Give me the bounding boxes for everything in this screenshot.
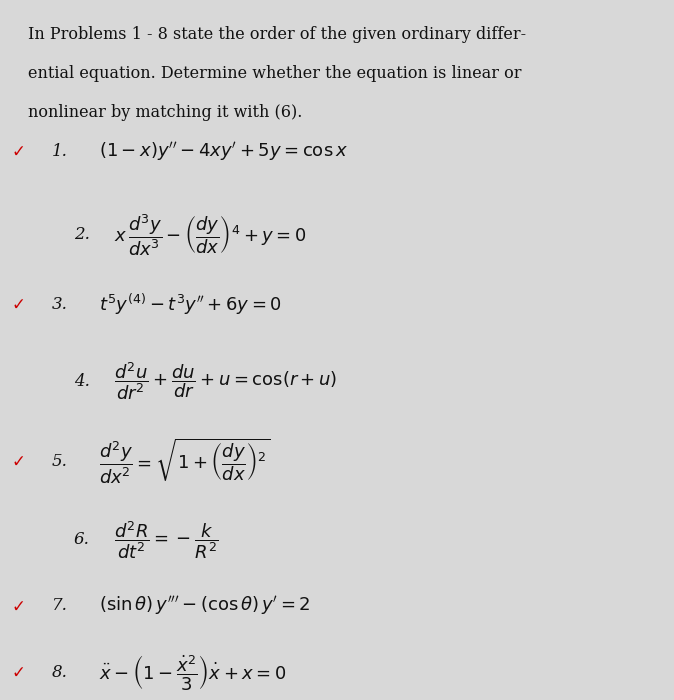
Text: $\checkmark$: $\checkmark$ bbox=[11, 143, 24, 160]
Text: $(1 - x)y'' - 4xy' + 5y = \cos x$: $(1 - x)y'' - 4xy' + 5y = \cos x$ bbox=[98, 140, 348, 163]
Text: $\dfrac{d^2R}{dt^2} = -\dfrac{k}{R^2}$: $\dfrac{d^2R}{dt^2} = -\dfrac{k}{R^2}$ bbox=[114, 519, 218, 561]
Text: $\dfrac{d^2u}{dr^2} + \dfrac{du}{dr} + u = \cos(r + u)$: $\dfrac{d^2u}{dr^2} + \dfrac{du}{dr} + u… bbox=[114, 360, 338, 402]
Text: 8.: 8. bbox=[52, 664, 67, 680]
Text: nonlinear by matching it with (6).: nonlinear by matching it with (6). bbox=[28, 104, 303, 121]
Text: $\checkmark$: $\checkmark$ bbox=[11, 597, 24, 615]
Text: 5.: 5. bbox=[52, 453, 67, 470]
Text: $\checkmark$: $\checkmark$ bbox=[11, 664, 24, 680]
Text: 2.: 2. bbox=[74, 227, 90, 244]
Text: $(\sin\theta)\,y''' - (\cos\theta)\,y' = 2$: $(\sin\theta)\,y''' - (\cos\theta)\,y' =… bbox=[98, 594, 310, 617]
Text: 7.: 7. bbox=[52, 597, 67, 615]
Text: $\checkmark$: $\checkmark$ bbox=[11, 453, 24, 470]
Text: 3.: 3. bbox=[52, 296, 67, 313]
Text: In Problems 1 - 8 state the order of the given ordinary differ-: In Problems 1 - 8 state the order of the… bbox=[28, 26, 526, 43]
Text: $t^5 y^{(4)} - t^3 y'' + 6y = 0$: $t^5 y^{(4)} - t^3 y'' + 6y = 0$ bbox=[98, 292, 282, 317]
Text: 1.: 1. bbox=[52, 143, 67, 160]
Text: $\checkmark$: $\checkmark$ bbox=[11, 296, 24, 313]
Text: 6.: 6. bbox=[74, 531, 90, 548]
Text: ential equation. Determine whether the equation is linear or: ential equation. Determine whether the e… bbox=[28, 65, 522, 82]
Text: 4.: 4. bbox=[74, 373, 90, 390]
Text: $x\,\dfrac{d^3y}{dx^3} - \left(\dfrac{dy}{dx}\right)^4 + y = 0$: $x\,\dfrac{d^3y}{dx^3} - \left(\dfrac{dy… bbox=[114, 212, 307, 258]
Text: $\ddot{x} - \left(1 - \dfrac{\dot{x}^2}{3}\right)\dot{x} + x = 0$: $\ddot{x} - \left(1 - \dfrac{\dot{x}^2}{… bbox=[98, 652, 286, 692]
Text: $\dfrac{d^2y}{dx^2} = \sqrt{1 + \left(\dfrac{dy}{dx}\right)^2}$: $\dfrac{d^2y}{dx^2} = \sqrt{1 + \left(\d… bbox=[98, 437, 270, 486]
